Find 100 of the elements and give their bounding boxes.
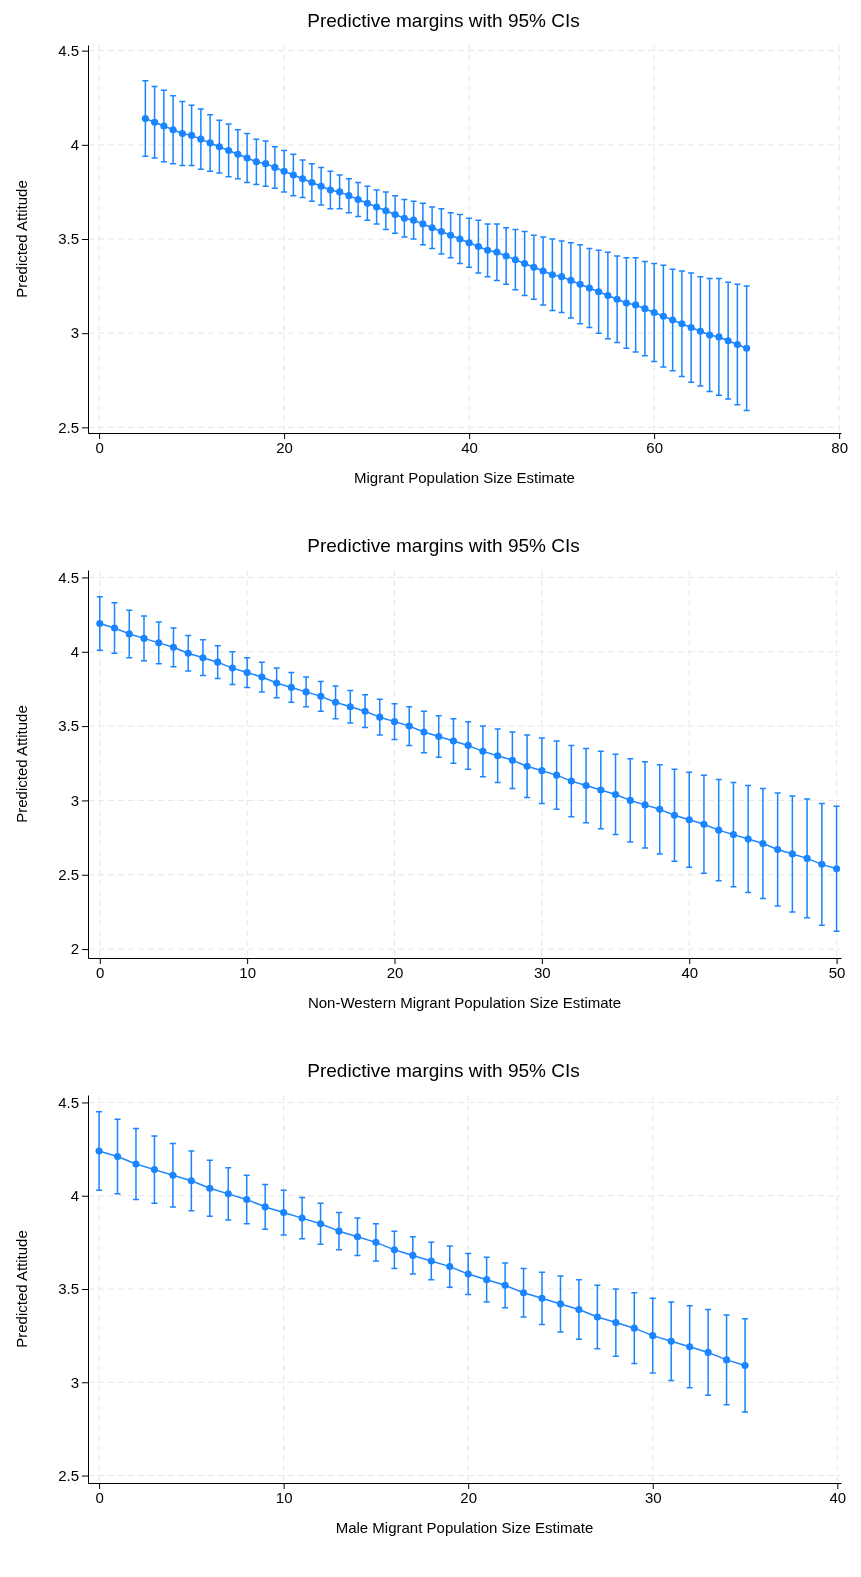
point [258,673,266,681]
point [567,777,575,785]
x-axis-title: Migrant Population Size Estimate [354,469,575,486]
point [626,796,634,804]
point [331,698,340,706]
point [723,1356,731,1364]
point [729,831,737,839]
point [390,718,399,726]
point [155,639,163,647]
point [187,1177,195,1185]
x-tick-label: 40 [681,963,699,981]
x-tick-label: 20 [276,438,293,456]
point [464,741,472,749]
point [125,630,133,638]
point [649,1332,657,1340]
point [597,786,605,794]
point [741,1361,749,1370]
point [685,816,693,824]
point [409,1251,417,1259]
point [508,756,516,764]
point [464,1270,472,1278]
point [483,1276,491,1284]
point [361,707,369,715]
y-tick-label: 2.5 [58,1466,79,1484]
y-tick-label: 3 [70,791,79,809]
y-axis-title: Predicted Attitude [13,180,30,298]
point [593,1313,601,1321]
y-tick-label: 3 [70,1373,79,1391]
point [774,845,782,854]
y-tick-label: 4.5 [58,1093,79,1111]
x-tick-label: 0 [95,1488,104,1506]
point [228,664,236,672]
point [538,767,546,775]
point [479,747,487,755]
x-tick-label: 30 [644,1488,662,1506]
point [446,1263,454,1271]
chart-title: Predictive margins with 95% CIs [307,10,580,31]
point [435,732,443,741]
point [287,683,295,691]
x-tick-label: 50 [828,963,846,981]
point [788,850,796,858]
point [519,1289,528,1297]
point [575,1305,583,1314]
point [449,737,458,745]
y-tick-label: 4 [70,1187,79,1205]
y-tick-label: 4.5 [58,568,79,586]
point [353,1233,362,1241]
point [95,1147,103,1155]
point [715,826,723,834]
x-tick-label: 60 [646,438,663,456]
chart-title: Predictive margins with 95% CIs [307,1060,580,1081]
point [656,805,664,813]
y-tick-label: 4.5 [58,41,79,59]
point [704,1348,712,1356]
y-tick-label: 2.5 [58,418,79,436]
point [759,839,767,848]
x-tick-label: 20 [460,1488,478,1506]
point [803,854,811,862]
x-tick-label: 40 [829,1488,847,1506]
point [298,1214,306,1222]
point [686,1343,694,1351]
x-tick-label: 0 [95,438,104,456]
x-axis-title: Male Migrant Population Size Estimate [335,1519,594,1536]
point [132,1160,140,1168]
point [612,1319,620,1327]
x-tick-label: 30 [534,963,551,981]
point [390,1246,398,1254]
point [582,781,590,790]
point [553,771,561,779]
x-tick-label: 40 [461,438,478,456]
point [150,1166,159,1174]
point [243,669,251,677]
point [744,835,752,843]
x-tick-label: 80 [831,438,848,456]
chart-title: Predictive margins with 95% CIs [307,535,580,556]
point [214,658,222,666]
y-tick-label: 4 [70,643,79,661]
point [523,762,531,770]
point [833,865,841,873]
point [538,1294,546,1302]
point [224,1190,232,1198]
point [273,679,281,687]
y-tick-label: 3 [70,324,79,342]
point [243,1195,251,1204]
point [280,1208,288,1217]
point [427,1257,435,1265]
point [261,1203,269,1211]
point [206,1184,214,1192]
point [420,728,428,736]
point [630,1324,638,1332]
y-axis-title: Predicted Attitude [13,705,30,823]
x-tick-label: 10 [275,1488,293,1506]
point [113,1153,122,1161]
point [110,624,119,632]
x-tick-label: 20 [386,963,404,981]
point [818,860,826,868]
point [302,688,310,696]
point [184,649,192,657]
point [169,1171,177,1179]
point [169,643,178,651]
